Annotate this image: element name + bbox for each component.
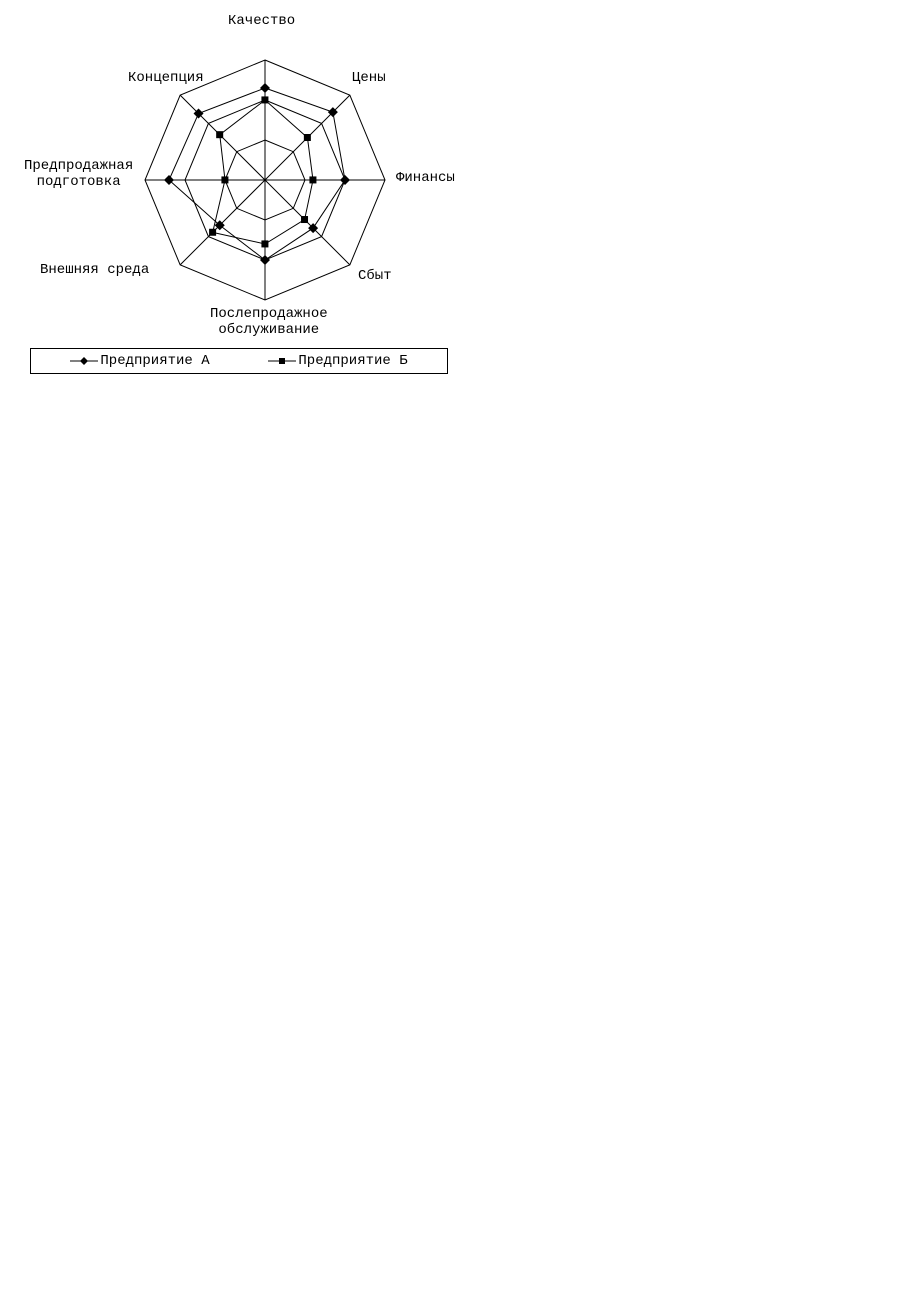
legend-label-b: Предприятие Б — [298, 353, 407, 369]
legend-item-a: Предприятие А — [70, 353, 209, 369]
legend-item-b: Предприятие Б — [268, 353, 407, 369]
axis-label-1: Цены — [352, 70, 386, 86]
axis-label-3: Сбыт — [358, 268, 392, 284]
axis-label-4: Послепродажное обслуживание — [210, 306, 328, 338]
axis-label-6: Предпродажная подготовка — [24, 158, 133, 190]
axis-label-2: Финансы — [396, 170, 455, 186]
axis-label-0: Качество — [228, 13, 295, 29]
legend-marker-a — [70, 354, 98, 368]
radar-chart-container: Качество Цены Финансы Сбыт Послепродажно… — [20, 10, 500, 340]
legend: Предприятие А Предприятие Б — [30, 348, 448, 374]
axis-label-5: Внешняя среда — [40, 262, 149, 278]
legend-marker-b — [268, 354, 296, 368]
axis-label-7: Концепция — [128, 70, 204, 86]
legend-label-a: Предприятие А — [100, 353, 209, 369]
